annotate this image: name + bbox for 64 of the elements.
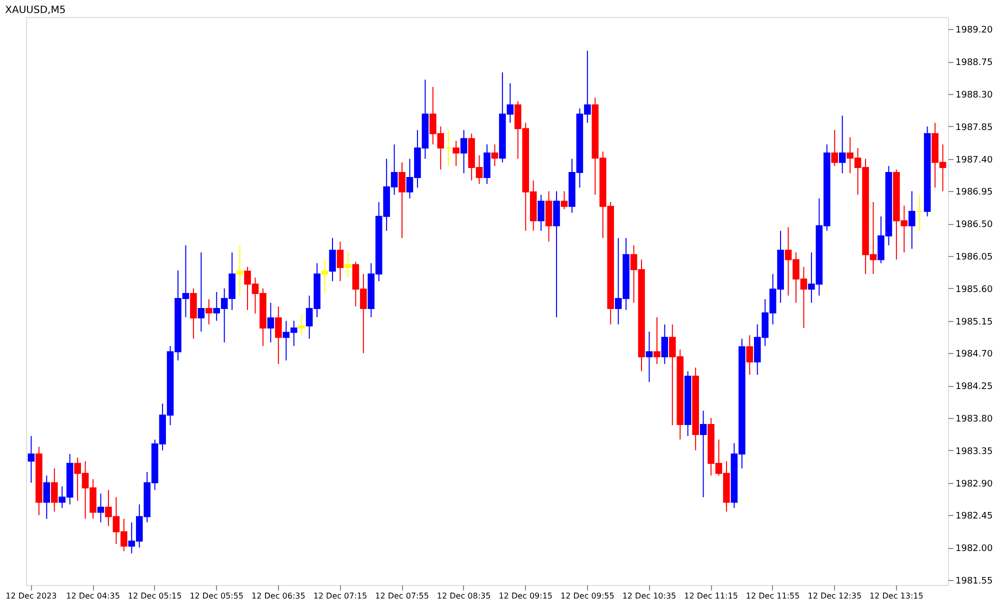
candlestick [267, 302, 274, 343]
y-tick-label: 1985.60 [956, 284, 993, 295]
y-tick-label: 1986.05 [956, 252, 993, 263]
candlestick [491, 144, 498, 167]
y-tick-label: 1982.00 [956, 544, 993, 554]
candlestick [661, 324, 668, 364]
y-tick-label: 1983.35 [956, 446, 993, 457]
chart-title: XAUUSD,M5 [5, 5, 66, 16]
candlestick [97, 493, 104, 523]
candlestick [50, 468, 58, 512]
candlestick [344, 252, 352, 278]
candlestick [236, 244, 244, 296]
candlestick [444, 130, 452, 167]
candlestick [916, 194, 924, 232]
candlestick [831, 130, 838, 167]
y-tick-label: 1987.40 [956, 155, 993, 166]
candlestick [336, 241, 344, 282]
y-tick-label: 1986.50 [956, 220, 993, 230]
y-tick-label: 1982.90 [956, 479, 993, 490]
candlestick [646, 331, 653, 382]
y-tick-label: 1984.25 [956, 382, 993, 392]
x-tick-label: 12 Dec 07:15 [313, 592, 368, 600]
candlestick [398, 162, 406, 239]
candlestick [298, 313, 305, 336]
candlestick [28, 435, 35, 484]
x-tick-label: 12 Dec 12:35 [808, 592, 862, 600]
x-tick-label: 12 Dec 11:55 [746, 592, 800, 600]
candlestick [452, 140, 460, 167]
x-tick-label: 12 Dec 05:55 [190, 592, 244, 600]
candlestick [700, 410, 707, 498]
candlestick [329, 238, 336, 282]
x-tick-label: 12 Dec 09:55 [560, 592, 614, 600]
candlestick [908, 190, 916, 250]
candlestick [838, 115, 846, 174]
x-tick-label: 12 Dec 06:35 [252, 592, 306, 600]
x-tick-label: 12 Dec 08:35 [436, 592, 491, 600]
x-tick-label: 12 Dec 2023 [6, 592, 57, 600]
x-tick-label: 12 Dec 07:55 [375, 592, 429, 600]
y-tick-label: 1984.70 [956, 350, 993, 360]
y-tick-label: 1981.55 [956, 576, 993, 586]
candlestick [538, 194, 544, 232]
y-tick-label: 1985.15 [956, 317, 993, 328]
x-tick-label: 12 Dec 10:35 [622, 592, 676, 600]
candlestick [275, 306, 282, 364]
y-tick-label: 1988.75 [956, 58, 993, 68]
candlestick [321, 259, 328, 292]
y-tick-label: 1988.30 [956, 90, 993, 101]
candlestick [746, 334, 754, 376]
x-tick-label: 12 Dec 05:15 [128, 592, 182, 600]
y-tick-label: 1983.80 [956, 414, 993, 424]
y-tick-label: 1987.85 [956, 122, 993, 133]
candlestick [198, 252, 205, 332]
candlestick [205, 298, 212, 325]
x-tick-label: 12 Dec 13:15 [870, 592, 924, 600]
y-tick-label: 1982.45 [956, 512, 993, 522]
candlestick [560, 190, 568, 210]
x-tick-label: 12 Dec 09:15 [498, 592, 553, 600]
candlestick [654, 316, 660, 364]
candlestick [43, 475, 50, 520]
x-tick-label: 12 Dec 11:15 [684, 592, 738, 600]
y-tick-label: 1989.20 [956, 26, 993, 36]
y-tick-label: 1986.95 [956, 188, 993, 198]
x-tick-label: 12 Dec 04:35 [66, 592, 120, 600]
candlestick [460, 130, 468, 174]
